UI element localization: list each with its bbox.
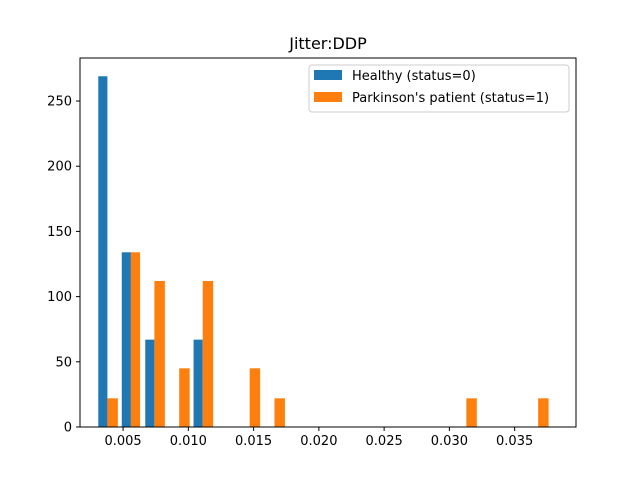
parkinsons-bar-1 [130, 252, 141, 427]
parkinsons-bar-0 [107, 398, 118, 427]
legend-swatch-healthy [314, 70, 342, 80]
parkinsons-bar-3 [179, 368, 190, 427]
y-tick-label: 200 [47, 160, 72, 175]
parkinsons-bar-8 [538, 398, 549, 427]
parkinsons-bar-4 [202, 280, 214, 427]
healthy-bar-1 [121, 252, 131, 427]
x-tick-label: 0.020 [300, 434, 337, 449]
y-tick-label: 150 [47, 225, 72, 240]
x-tick-label: 0.025 [366, 434, 403, 449]
y-tick-label: 100 [47, 290, 72, 305]
y-tick-label: 0 [64, 421, 72, 436]
healthy-bar-3 [193, 339, 203, 427]
legend-label-healthy: Healthy (status=0) [352, 69, 476, 84]
bars-layer [98, 76, 549, 427]
plot-frame [79, 57, 577, 428]
parkinsons-bar-2 [154, 280, 165, 427]
x-tick-label: 0.010 [170, 434, 207, 449]
parkinsons-bar-6 [274, 398, 285, 427]
x-tick-label: 0.005 [104, 434, 141, 449]
y-axis: 0 50 100 150 200 250 [47, 95, 80, 436]
x-tick-label: 0.015 [235, 434, 272, 449]
parkinsons-bar-5 [249, 368, 261, 427]
legend: Healthy (status=0) Parkinson's patient (… [308, 64, 570, 113]
y-tick-label: 250 [47, 95, 72, 110]
healthy-bar-0 [98, 76, 108, 427]
y-tick-label: 50 [55, 355, 72, 370]
legend-swatch-parkinsons [314, 92, 342, 102]
chart-title: Jitter:DDP [288, 34, 367, 53]
legend-box [308, 64, 570, 113]
x-axis: 0.005 0.010 0.015 0.020 0.025 0.030 0.035 [104, 427, 533, 449]
healthy-bar-2 [145, 339, 155, 427]
parkinsons-bar-7 [466, 398, 477, 427]
legend-label-parkinsons: Parkinson's patient (status=1) [352, 91, 549, 106]
x-tick-label: 0.030 [431, 434, 468, 449]
x-tick-label: 0.035 [496, 434, 533, 449]
